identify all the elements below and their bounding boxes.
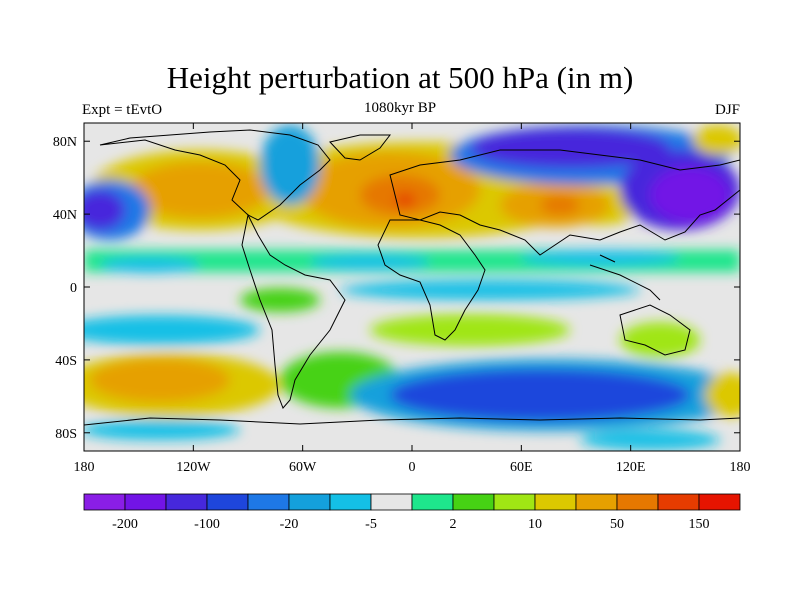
height-field — [84, 123, 740, 451]
lon-tick-label: 60E — [510, 460, 533, 475]
colorbar-swatch — [575, 493, 618, 511]
colorbar-swatch — [329, 493, 372, 511]
lon-tick-label: 180 — [74, 460, 95, 475]
colorbar-label: 10 — [528, 517, 542, 532]
experiment-label: Expt = tEvtO — [82, 102, 163, 118]
colorbar-swatch — [534, 493, 577, 511]
colorbar-swatch — [657, 493, 700, 511]
colorbar-swatch — [83, 493, 126, 511]
colorbar-label: -5 — [365, 517, 377, 532]
colorbar-label: 2 — [450, 517, 457, 532]
season-label: DJF — [714, 102, 740, 118]
lat-tick-label: 80N — [53, 135, 77, 150]
coastlines — [84, 129, 740, 426]
colorbar-swatch — [698, 493, 741, 511]
colorbar-swatch — [206, 493, 249, 511]
lon-tick-label: 60W — [289, 460, 317, 475]
colorbar-swatch — [370, 493, 413, 511]
lon-tick-label: 120W — [176, 460, 211, 475]
plot-title: Height perturbation at 500 hPa (in m) — [166, 60, 634, 95]
colorbar: -200 -100 -20 -5 2 10 50 150 — [83, 493, 741, 532]
lat-tick-label: 80S — [55, 427, 77, 442]
colorbar-label: -20 — [280, 517, 299, 532]
lon-tick-label: 120E — [616, 460, 646, 475]
colorbar-swatch — [493, 493, 536, 511]
colorbar-label: -100 — [194, 517, 220, 532]
axis-ticks: 80N 40N 0 40S 80S 180 120W 60W 0 60E 120E 180 — [53, 123, 751, 475]
colorbar-swatch — [411, 493, 454, 511]
colorbar-swatch — [165, 493, 208, 511]
lon-tick-label: 180 — [730, 460, 751, 475]
colorbar-swatch — [452, 493, 495, 511]
colorbar-swatch — [616, 493, 659, 511]
period-label: 1080kyr BP — [363, 100, 437, 116]
colorbar-label: 150 — [689, 517, 710, 532]
colorbar-swatch — [124, 493, 167, 511]
lat-tick-label: 0 — [70, 281, 77, 296]
colorbar-label: -200 — [112, 517, 138, 532]
colorbar-swatch — [247, 493, 290, 511]
colorbar-label: 50 — [610, 517, 624, 532]
lat-tick-label: 40N — [53, 208, 77, 223]
colorbar-swatch — [288, 493, 331, 511]
lon-tick-label: 0 — [409, 460, 416, 475]
lat-tick-label: 40S — [55, 354, 77, 369]
